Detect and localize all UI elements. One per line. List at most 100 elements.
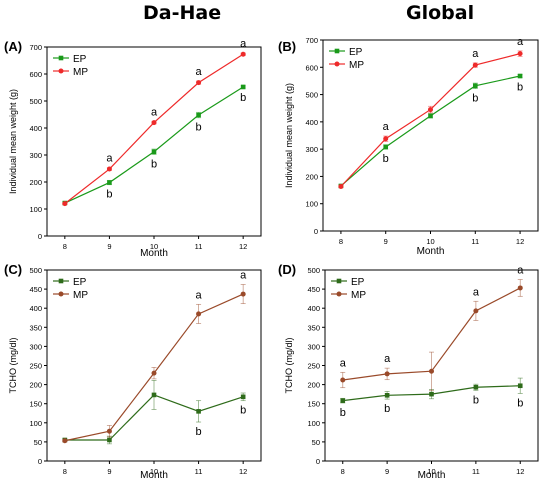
x-axis-label: Month [418, 470, 446, 481]
data-point [196, 311, 202, 317]
data-point [383, 144, 389, 150]
significance-letter: b [384, 403, 390, 415]
y-tick-label: 100 [29, 205, 42, 214]
y-tick-label: 50 [34, 438, 42, 447]
series-ep: b b b b [62, 84, 246, 206]
y-tick-label: 400 [307, 304, 320, 313]
y-tick-label: 600 [305, 63, 318, 72]
legend-label: MP [73, 290, 88, 301]
significance-letter: b [472, 93, 478, 105]
data-point [473, 308, 479, 314]
series-mp: a a a a [340, 265, 524, 391]
significance-letter: a [383, 121, 390, 133]
series-line-mp [64, 53, 244, 205]
data-point [473, 384, 479, 390]
data-point [62, 201, 68, 207]
legend-label: MP [349, 60, 364, 71]
data-point [384, 371, 390, 377]
data-point [240, 291, 246, 297]
chart-panel-a: (A) 0 100 200 300 400 500 600 700 8 9 10 11 12 Month In… [4, 38, 262, 259]
significance-letter: a [196, 289, 203, 301]
data-point [151, 392, 157, 398]
x-tick-label: 11 [195, 467, 203, 476]
y-tick-label: 700 [29, 43, 42, 52]
data-point [240, 84, 246, 90]
significance-letter: b [106, 189, 112, 201]
significance-letter: b [517, 82, 523, 94]
significance-letter: b [473, 394, 479, 406]
data-point [338, 184, 344, 190]
x-tick-label: 8 [63, 242, 67, 251]
y-tick-label: 200 [29, 381, 42, 390]
significance-letter: b [240, 405, 246, 417]
data-point [517, 51, 523, 57]
x-tick-label: 9 [107, 242, 111, 251]
data-point [340, 377, 346, 383]
series-line-ep [340, 75, 521, 187]
y-tick-label: 0 [38, 457, 42, 466]
panel-label: (A) [4, 39, 22, 54]
y-tick-label: 200 [305, 172, 318, 181]
x-tick-label: 11 [471, 237, 479, 246]
legend-marker [336, 291, 342, 297]
significance-letter: a [472, 48, 479, 60]
legend-marker [334, 61, 340, 67]
chart-panel-b: (B) 0 100 200 300 400 500 600 700 8 9 10 11 12 Month In… [278, 36, 539, 257]
significance-letter: a [106, 153, 113, 165]
x-tick-label: 8 [341, 467, 345, 476]
data-point [340, 398, 346, 403]
significance-letter: b [151, 158, 157, 170]
y-tick-label: 150 [29, 400, 42, 409]
significance-letter: b [196, 426, 202, 438]
y-tick-label: 500 [29, 266, 42, 275]
series-mp: a a a a [62, 38, 247, 207]
series-ep: b b b [338, 73, 523, 189]
data-point [428, 107, 433, 113]
data-point [106, 166, 112, 172]
panel-label: (C) [4, 262, 22, 277]
y-axis-label: Individual mean weight (g) [284, 83, 294, 188]
significance-letter: a [151, 106, 158, 118]
data-point [428, 113, 433, 119]
significance-letter: a [517, 36, 524, 48]
x-tick-label: 12 [239, 242, 247, 251]
data-point [383, 136, 389, 142]
data-point [472, 83, 478, 89]
significance-letter: a [517, 265, 524, 277]
series-line-ep [64, 86, 244, 204]
data-point [151, 149, 157, 155]
y-axis-label: TCHO (mg/dl) [8, 337, 18, 393]
y-tick-label: 700 [305, 36, 318, 45]
x-tick-label: 10 [426, 237, 434, 246]
y-tick-label: 0 [316, 457, 320, 466]
y-tick-label: 300 [29, 151, 42, 160]
x-tick-label: 9 [385, 467, 389, 476]
series-line-mp [340, 53, 521, 187]
data-point [429, 391, 434, 397]
series-mp: a a a [338, 36, 524, 190]
y-tick-label: 500 [307, 266, 320, 275]
data-point [151, 370, 157, 376]
data-point [196, 80, 202, 86]
data-point [517, 73, 523, 79]
significance-letter: a [473, 286, 480, 298]
data-point [196, 112, 201, 118]
data-point [472, 62, 478, 68]
x-tick-label: 8 [339, 237, 343, 246]
x-axis-label: Month [417, 246, 445, 257]
y-tick-label: 250 [307, 362, 320, 371]
y-tick-label: 100 [307, 419, 320, 428]
y-tick-label: 250 [29, 362, 42, 371]
y-tick-label: 350 [307, 323, 320, 332]
legend-label: MP [73, 67, 88, 78]
data-point [107, 437, 112, 443]
y-tick-label: 600 [29, 70, 42, 79]
data-point [106, 428, 112, 434]
x-tick-label: 9 [107, 467, 111, 476]
y-tick-label: 100 [305, 200, 318, 209]
y-tick-label: 200 [29, 178, 42, 187]
y-tick-label: 400 [29, 304, 42, 313]
data-point [151, 120, 157, 126]
x-tick-label: 11 [195, 242, 203, 251]
